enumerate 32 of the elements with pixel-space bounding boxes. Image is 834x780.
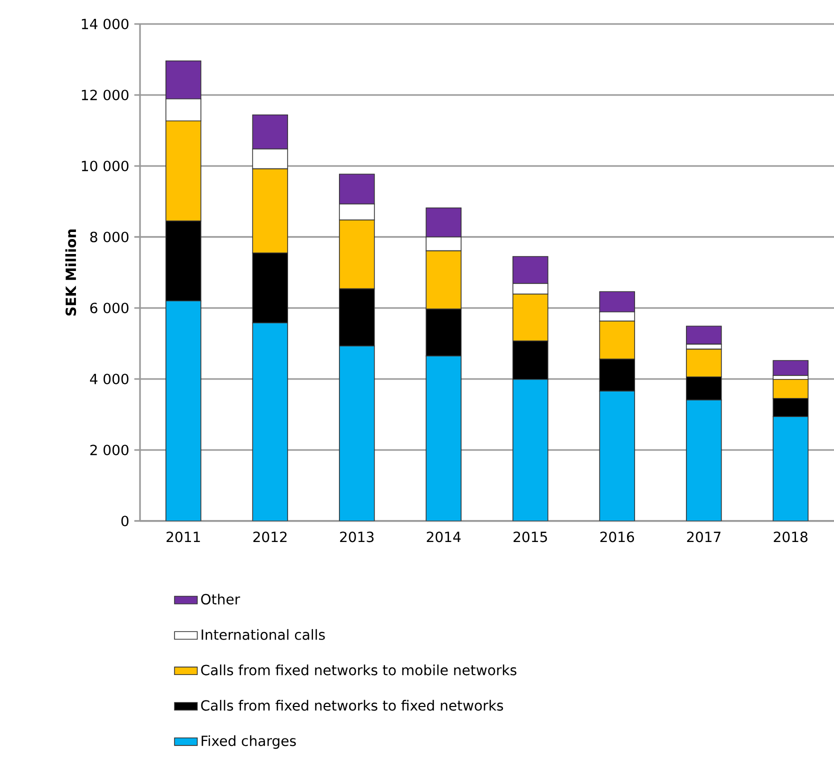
y-tick-label: 0 <box>121 516 128 526</box>
bar <box>772 416 809 521</box>
y-axis-title: SEK Million <box>65 230 76 316</box>
x-tick-label: 2013 <box>340 532 374 542</box>
legend-label: International calls <box>202 629 325 640</box>
x-tick-label: 2012 <box>253 532 287 542</box>
x-tick-label: 2017 <box>687 532 720 542</box>
bar <box>252 322 288 521</box>
legend-label: Other <box>201 594 240 605</box>
bar <box>686 326 722 345</box>
y-tick-label: 10 000 <box>82 160 128 172</box>
y-tick-label: 12 000 <box>82 90 128 100</box>
bar <box>165 300 202 521</box>
bar <box>426 356 462 521</box>
y-tick-label: 8 000 <box>90 232 128 242</box>
x-tick-label: 2016 <box>600 532 634 542</box>
bar <box>599 390 636 521</box>
x-tick-label: 2015 <box>514 532 547 542</box>
y-tick-label: 2 000 <box>90 444 128 456</box>
y-tick-label: 6 000 <box>90 302 128 314</box>
legend-label: Fixed charges <box>202 735 296 749</box>
y-tick-label: 4 000 <box>90 374 128 384</box>
x-tick-label: 2018 <box>774 532 808 542</box>
legend-label: Calls from fixed networks to mobile networks <box>201 664 516 676</box>
x-tick-label: 2014 <box>426 532 461 542</box>
bar <box>338 346 375 521</box>
bar <box>686 400 722 521</box>
y-tick-label: 14 000 <box>82 18 128 30</box>
bar <box>512 378 548 521</box>
x-tick-label: 2011 <box>166 532 200 542</box>
bar <box>772 360 809 376</box>
legend-label: Calls from fixed networks to fixed networks <box>201 700 504 711</box>
